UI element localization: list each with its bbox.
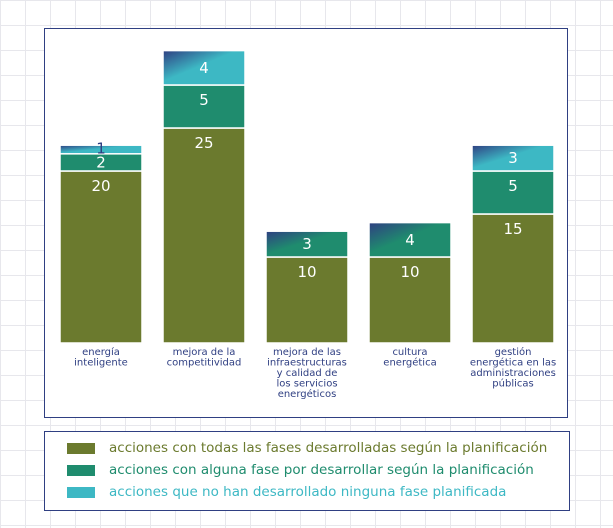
value-label-energia-inteligente-todas: 20	[91, 177, 110, 195]
value-label-cultura-energetica-alguna: 4	[405, 231, 415, 249]
value-label-infraestructuras-alguna: 3	[302, 235, 312, 253]
bar-energia-inteligente-todas	[59, 170, 143, 344]
legend-label-alguna: acciones con alguna fase por desarrollar…	[109, 462, 534, 478]
stacked-bar-chart: 20 21 energía inteligente 25 5 4 mejora de la co…	[59, 49, 556, 400]
bar-competitividad-todas	[162, 127, 246, 344]
legend-item-ninguna: acciones que no han desarrollado ninguna…	[67, 481, 569, 503]
bar-administraciones-publicas-ninguna	[471, 144, 555, 172]
legend-swatch-todas	[67, 442, 95, 454]
chart-frame: 20 2 1 energía inteligente 25 5 4 mejora de la co…	[44, 28, 568, 418]
legend-label-ninguna: acciones que no han desarrollado ninguna…	[109, 484, 507, 500]
value-label-administraciones-publicas-todas: 15	[503, 220, 522, 238]
bar-competitividad-alguna	[162, 84, 246, 129]
bar-competitividad-ninguna	[162, 49, 246, 86]
legend-label-todas: acciones con todas las fases desarrollad…	[109, 440, 548, 456]
category-label-administraciones-publicas: gestión energética en las administraciones…	[470, 346, 556, 390]
category-label-energia-inteligente: energía inteligente	[74, 346, 128, 369]
bar-energia-inteligente-ninguna	[59, 144, 143, 155]
bar-administraciones-publicas-alguna	[471, 170, 555, 215]
value-label-energia-inteligente-ninguna: 1	[96, 140, 106, 158]
value-label-competitividad-ninguna: 4	[199, 59, 209, 77]
value-label-cultura-energetica-todas: 10	[400, 263, 419, 281]
value-label-administraciones-publicas-alguna: 5	[508, 177, 518, 195]
value-label-infraestructuras-todas: 10	[297, 263, 316, 281]
bar-infraestructuras-alguna	[265, 230, 349, 258]
category-label-cultura-energetica: cultura energética	[383, 347, 436, 369]
value-label-energia-inteligente-alguna: 2	[96, 153, 106, 171]
legend-swatch-ninguna	[67, 486, 95, 498]
bar-cultura-energetica-alguna	[368, 221, 452, 258]
legend-swatch-alguna	[67, 464, 95, 476]
bar-administraciones-publicas-todas	[471, 213, 555, 344]
category-label-infraestructuras: mejora de las infraestructuras y calidad d…	[267, 347, 347, 400]
value-label-competitividad-alguna: 5	[199, 91, 209, 109]
legend-item-alguna: acciones con alguna fase por desarrollar…	[67, 459, 569, 481]
value-label-competitividad-todas: 25	[194, 134, 213, 152]
legend-item-todas: acciones con todas las fases desarrollad…	[67, 437, 569, 459]
legend: acciones con todas las fases desarrollad…	[44, 431, 570, 511]
category-label-competitividad: mejora de la competitividad	[167, 347, 242, 369]
value-label-administraciones-publicas-ninguna: 3	[508, 149, 518, 167]
